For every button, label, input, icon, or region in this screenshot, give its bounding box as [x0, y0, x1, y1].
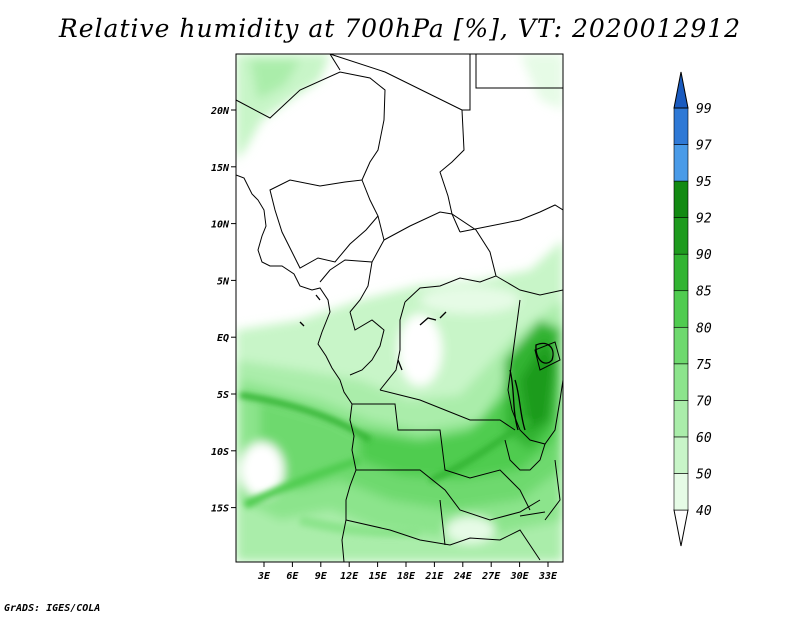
colorbar-label: 60 — [696, 431, 712, 446]
lon-tick-label: 18E — [397, 571, 416, 582]
lat-tick-label: 5S — [217, 390, 229, 401]
humidity-field — [236, 54, 563, 562]
colorbar-label: 97 — [696, 139, 712, 154]
lon-tick-label: 3E — [257, 571, 271, 582]
colorbar-segment — [673, 290, 689, 328]
lat-tick-label: EQ — [217, 333, 229, 344]
colorbar-segment — [673, 253, 689, 292]
colorbar-min-triangle — [673, 509, 689, 547]
longitude-axis: 3E 6E 9E 12E 15E 18E 21E 24E 27E 30E 33E — [257, 562, 558, 582]
lon-tick-label: 27E — [481, 571, 501, 582]
colorbar-label: 99 — [696, 102, 712, 117]
colorbar-label: 70 — [696, 394, 712, 409]
colorbar-segment — [673, 180, 689, 218]
lon-tick-label: 9E — [315, 571, 328, 582]
colorbar-segment — [673, 363, 689, 401]
lon-tick-label: 12E — [340, 571, 359, 582]
colorbar-segment — [673, 473, 689, 511]
colorbar-label: 92 — [696, 212, 712, 227]
colorbar-label: 50 — [696, 467, 712, 482]
latitude-axis: 20N 15N 10N 5N EQ 5S 10S 15S — [210, 106, 236, 515]
lon-tick-label: 21E — [424, 571, 444, 582]
colorbar-label: 75 — [696, 358, 712, 373]
colorbar-segment — [673, 144, 689, 182]
colorbar-segment — [673, 400, 689, 438]
humidity-streaks — [239, 392, 532, 537]
lat-tick-label: 5N — [217, 276, 230, 287]
colorbar-label: 90 — [696, 248, 712, 263]
lat-tick-label: 20N — [210, 106, 230, 117]
colorbar-label: 80 — [696, 321, 712, 336]
lon-tick-label: 24E — [453, 571, 473, 582]
lon-tick-label: 33E — [538, 571, 558, 582]
colorbar-label: 85 — [696, 285, 712, 300]
colorbar: 40 50 60 70 75 80 85 90 92 95 97 99 — [673, 71, 712, 547]
colorbar-segment — [673, 326, 689, 365]
lon-tick-label: 6E — [286, 571, 299, 582]
lon-tick-label: 30E — [510, 571, 530, 582]
colorbar-segment — [673, 217, 689, 255]
lat-tick-label: 10S — [211, 447, 229, 458]
colorbar-label: 95 — [696, 175, 712, 190]
credit-label: GrADS: IGES/COLA — [4, 603, 101, 614]
map-frame — [235, 53, 564, 563]
lat-tick-label: 10N — [211, 220, 230, 231]
lat-tick-label: 15N — [211, 163, 230, 174]
country-borders — [236, 54, 563, 562]
lake-outlines — [299, 294, 554, 431]
colorbar-max-triangle — [673, 71, 689, 109]
colorbar-segment — [673, 107, 689, 145]
chart-title: Relative humidity at 700hPa [%], VT: 202… — [58, 14, 742, 43]
colorbar-segment — [673, 436, 689, 474]
colorbar-label: 40 — [696, 504, 712, 519]
lon-tick-label: 15E — [369, 571, 388, 582]
lat-tick-label: 15S — [211, 504, 229, 515]
